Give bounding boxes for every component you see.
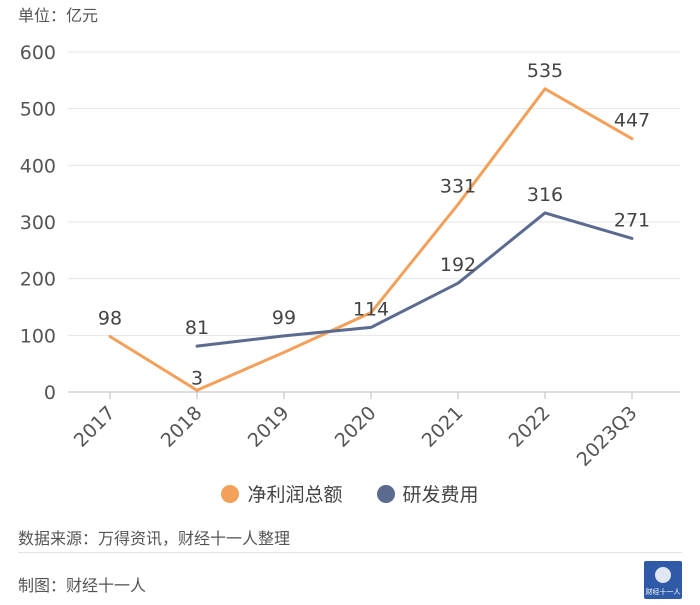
data-label: 192	[440, 254, 476, 276]
legend-item-rd-expense: 研发费用	[376, 480, 479, 507]
data-label: 3	[191, 367, 203, 389]
legend-label-rd-expense: 研发费用	[402, 484, 479, 506]
data-label: 331	[440, 175, 476, 197]
y-tick-label: 600	[20, 42, 56, 64]
line-chart: 0 100 200 300 400 500 600 2017 2018 2019 2020 2021…	[20, 42, 680, 470]
x-tick-label: 2018	[157, 402, 207, 452]
source-text: 数据来源：万得资讯，财经十一人整理	[18, 529, 291, 548]
data-labels: 98 3 331 535 447 81 99 114 192 316 271	[98, 60, 650, 389]
data-label: 81	[185, 317, 209, 339]
legend-label-net-profit: 净利润总额	[247, 484, 343, 506]
divider	[18, 552, 682, 553]
x-tick-label: 2022	[505, 402, 555, 452]
y-tick-label: 200	[20, 269, 56, 291]
series-line-net-profit	[108, 87, 634, 392]
data-label: 99	[272, 307, 296, 329]
data-label: 271	[614, 209, 650, 231]
x-axis: 2017 2018 2019 2020 2021 2022 2023Q3	[70, 392, 642, 470]
series-lines	[108, 87, 634, 392]
x-tick-label: 2020	[331, 402, 381, 452]
y-tick-label: 400	[20, 155, 56, 177]
data-label: 535	[527, 60, 563, 82]
series-line-rd-expense	[195, 211, 634, 348]
x-tick-label: 2021	[418, 402, 468, 452]
y-axis-ticks: 0 100 200 300 400 500 600	[20, 42, 56, 404]
x-tick-label: 2019	[244, 402, 294, 452]
legend: 净利润总额 研发费用	[0, 480, 700, 507]
y-tick-label: 0	[44, 382, 56, 404]
data-label: 114	[353, 298, 389, 320]
data-label: 316	[527, 184, 563, 206]
legend-dot-rd-expense	[376, 484, 395, 503]
y-tick-label: 500	[20, 99, 56, 121]
logo-text: 财经十一人	[645, 588, 681, 596]
y-tick-label: 300	[20, 212, 56, 234]
unit-label: 单位：亿元	[18, 6, 99, 25]
y-tick-label: 100	[20, 325, 56, 347]
maker-text: 制图：财经十一人	[18, 576, 147, 595]
legend-item-net-profit: 净利润总额	[221, 480, 343, 507]
grid-lines	[68, 51, 680, 393]
globe-icon	[655, 567, 671, 583]
legend-dot-net-profit	[221, 484, 240, 503]
data-label: 447	[614, 110, 650, 132]
data-label: 98	[98, 307, 122, 329]
x-tick-label: 2017	[70, 402, 120, 452]
logo-icon: 财经十一人	[644, 561, 682, 599]
x-tick-label: 2023Q3	[573, 402, 642, 470]
